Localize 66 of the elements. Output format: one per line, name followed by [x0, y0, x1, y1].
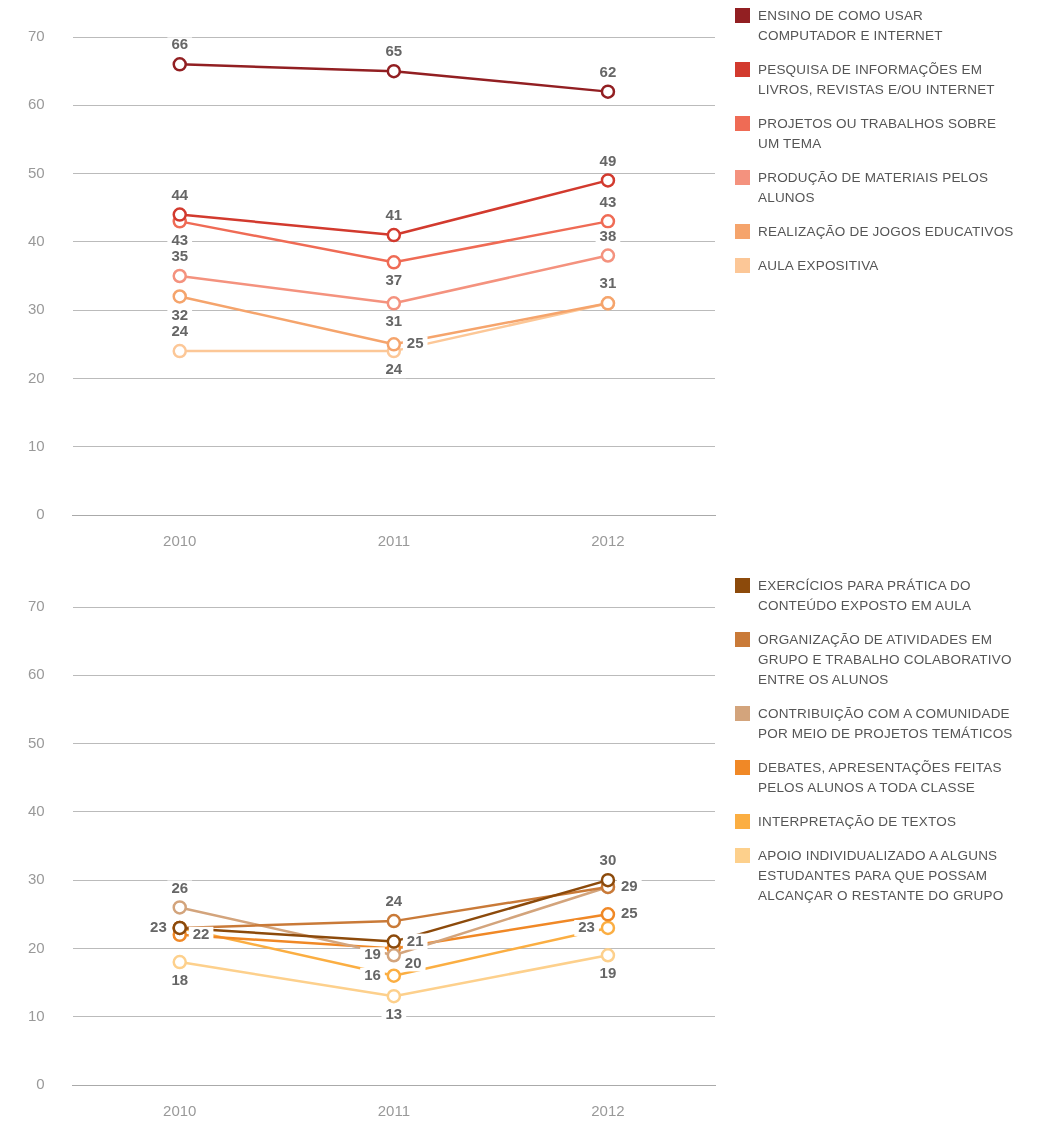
data-label: 20 [404, 953, 422, 971]
data-label: 31 [385, 312, 403, 330]
data-label: 25 [620, 904, 638, 922]
x-tick-label: 2010 [163, 532, 197, 550]
data-label: 65 [385, 42, 403, 60]
data-label: 29 [620, 877, 638, 895]
legend-label: AULA EXPOSITIVA [758, 257, 879, 275]
data-label: 21 [406, 931, 424, 949]
legend-label: PESQUISA DE INFORMAÇÕES EM LIVROS, REVISTAS E/OU INTERNET [758, 61, 996, 99]
data-label: 66 [171, 35, 189, 53]
data-label: 43 [599, 192, 617, 210]
data-label: 37 [385, 271, 403, 289]
y-tick-label: 0 [36, 505, 45, 523]
legend-label: DEBATES, APRESENTAÇÕES FEITAS PELOS ALUNOS A TODA CLASSE [758, 759, 1003, 797]
data-label: 18 [171, 971, 189, 989]
y-tick-label: 70 [28, 27, 45, 45]
legend-label: INTERPRETAÇÃO DE TEXTOS [758, 813, 957, 831]
data-label: 41 [385, 206, 403, 224]
data-label: 32 [171, 305, 189, 323]
legend-label: REALIZAÇÃO DE JOGOS EDUCATIVOS [758, 223, 1014, 241]
y-tick-label: 20 [28, 938, 45, 956]
data-label: 43 [171, 230, 189, 248]
data-label: 19 [364, 945, 381, 963]
data-label: 38 [599, 226, 617, 244]
data-label: 19 [599, 964, 617, 982]
y-tick-label: 10 [28, 1006, 45, 1024]
y-tick-label: 20 [28, 368, 45, 386]
data-label: 44 [171, 185, 189, 203]
legend-label: PROJETOS OU TRABALHOS SOBRE UM TEMA [758, 115, 998, 153]
x-tick-label: 2011 [377, 1102, 410, 1120]
y-tick-label: 50 [28, 733, 45, 751]
data-label: 24 [385, 360, 403, 378]
data-label: 26 [171, 878, 189, 896]
data-label: 49 [599, 151, 617, 169]
data-label: 23 [150, 918, 167, 936]
y-tick-label: 30 [28, 870, 45, 888]
legend-label: ORGANIZAÇÃO DE ATIVIDADES EM GRUPO E TRABALHO COLABORATIVO ENTRE OS ALUNOS [758, 631, 1013, 689]
data-label: 24 [385, 892, 403, 910]
data-label: 16 [364, 965, 381, 983]
x-tick-label: 2012 [591, 532, 625, 550]
y-tick-label: 0 [36, 1075, 45, 1093]
y-tick-label: 10 [28, 436, 45, 454]
data-label: 35 [171, 247, 189, 265]
y-tick-label: 60 [28, 665, 45, 683]
x-tick-label: 2012 [591, 1102, 625, 1120]
data-label: 24 [171, 322, 189, 340]
legend-label: CONTRIBUIÇÃO COM A COMUNIDADE POR MEIO DE PROJETOS TEMÁTICOS [758, 705, 1014, 743]
data-label: 25 [406, 334, 424, 352]
y-tick-label: 50 [28, 163, 45, 181]
y-tick-label: 40 [28, 802, 45, 819]
y-tick-label: 40 [28, 232, 45, 249]
legend-label: ENSINO DE COMO USAR COMPUTADOR E INTERNET [758, 7, 944, 45]
data-label: 30 [599, 851, 617, 869]
data-label: 22 [192, 924, 210, 942]
y-tick-label: 30 [28, 300, 45, 318]
data-label: 23 [578, 918, 595, 936]
y-tick-label: 60 [28, 95, 45, 113]
data-label: 31 [599, 274, 617, 292]
legend-label: APOIO INDIVIDUALIZADO A ALGUNS ESTUDANTES PARA QUE POSSAM ALCANÇAR O RESTANTE DO GRUPO [758, 847, 1005, 905]
data-label: 62 [599, 62, 617, 80]
legend-label: EXERCÍCIOS PARA PRÁTICA DO CONTEÚDO EXPOSTO EM AULA [758, 577, 973, 615]
x-tick-label: 2010 [163, 1102, 197, 1120]
data-label: 13 [385, 1005, 403, 1023]
x-tick-label: 2011 [377, 532, 410, 550]
y-tick-label: 70 [28, 597, 45, 615]
legend-label: PRODUÇÃO DE MATERIAIS PELOS ALUNOS [758, 169, 990, 207]
